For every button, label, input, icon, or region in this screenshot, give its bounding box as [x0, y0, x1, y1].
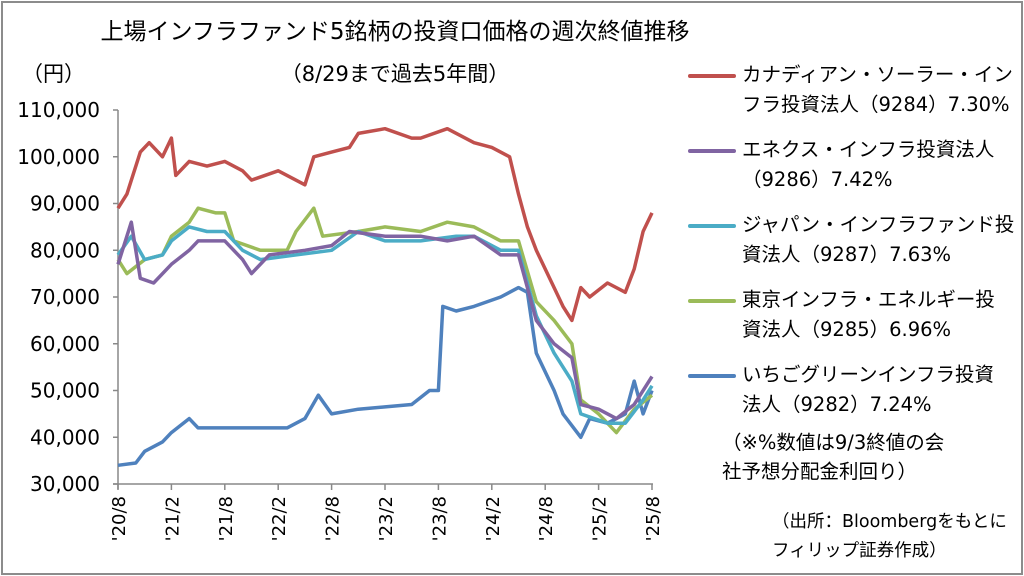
legend-item: エネクス・インフラ投資法人 （9286）7.42%: [688, 135, 1018, 195]
series-line-4: [117, 285, 654, 468]
chart-subtitle: （8/29まで過去5年間）: [280, 62, 510, 86]
footnote: （※%数値は9/3終値の会 社予想分配金利回り）: [722, 428, 1022, 486]
y-tick-label: 30,000: [30, 472, 100, 496]
source-line: フィリップ証券作成）: [772, 541, 947, 561]
legend-label: 法人（9282）7.24%: [742, 393, 932, 416]
legend-item: 東京インフラ・エネルギー投 資法人（9285）6.96%: [688, 285, 1018, 345]
x-tick-label: '20/8: [109, 496, 130, 541]
y-tick-label: 70,000: [30, 285, 100, 309]
series-line-0: [116, 126, 654, 323]
x-tick-label: '23/8: [429, 496, 450, 541]
footnote-line: （※%数値は9/3終値の会: [722, 431, 945, 454]
y-tick-label: 60,000: [30, 332, 100, 356]
legend-label: （9286）7.42%: [742, 168, 893, 191]
legend-swatch: [688, 224, 736, 228]
x-tick-label: '21/8: [216, 496, 237, 541]
legend-item: ジャパン・インフラファンド投 資法人（9287）7.63%: [688, 210, 1018, 270]
x-tick-label: '25/8: [643, 496, 664, 541]
footnote-line: 社予想分配金利回り）: [722, 460, 918, 483]
x-tick-label: '24/2: [483, 496, 504, 541]
legend-label: 資法人（9287）7.63%: [742, 243, 952, 266]
legend-label: ジャパン・インフラファンド投: [742, 213, 1015, 236]
x-tick-label: '25/2: [590, 496, 611, 541]
legend-label: 資法人（9285）6.96%: [742, 318, 952, 341]
y-tick-label: 90,000: [30, 192, 100, 216]
x-tick-label: '24/8: [536, 496, 557, 541]
legend-label: カナディアン・ソーラー・イン: [742, 63, 1013, 86]
y-tick-label: 50,000: [30, 379, 100, 403]
legend-label: 東京インフラ・エネルギー投: [742, 288, 995, 311]
series-line-1: [116, 220, 654, 421]
legend-item: いちごグリーンインフラ投資 法人（9282）7.24%: [688, 360, 1018, 420]
legend-swatch: [688, 374, 736, 378]
y-tick-label: 110,000: [17, 98, 100, 122]
y-axis-unit: （円）: [22, 62, 85, 86]
x-tick-label: '23/2: [376, 496, 397, 541]
y-tick-label: 80,000: [30, 238, 100, 262]
legend-label: いちごグリーンインフラ投資: [742, 363, 994, 386]
legend-label: エネクス・インフラ投資法人: [742, 138, 995, 161]
legend-item: カナディアン・ソーラー・イン フラ投資法人（9284）7.30%: [688, 60, 1018, 120]
legend-swatch: [688, 149, 736, 153]
series-line-3: [116, 206, 654, 435]
source-line: （出所：Bloombergをもとに: [772, 512, 1007, 532]
legend-swatch: [688, 74, 736, 78]
legend-swatch: [688, 299, 736, 303]
series-line-2: [116, 225, 654, 425]
source-note: （出所：Bloombergをもとに フィリップ証券作成）: [772, 508, 1022, 566]
legend-label: フラ投資法人（9284）7.30%: [742, 93, 1010, 116]
x-tick-label: '21/2: [162, 496, 183, 541]
x-tick-label: '22/2: [269, 496, 290, 541]
legend: カナディアン・ソーラー・イン フラ投資法人（9284）7.30% エネクス・インフラ…: [688, 60, 1018, 435]
y-tick-label: 40,000: [30, 425, 100, 449]
x-tick-label: '22/8: [323, 496, 344, 541]
chart-title: 上場インフラファンド5銘柄の投資口価格の週次終値推移: [100, 19, 690, 45]
y-tick-label: 100,000: [17, 145, 100, 169]
